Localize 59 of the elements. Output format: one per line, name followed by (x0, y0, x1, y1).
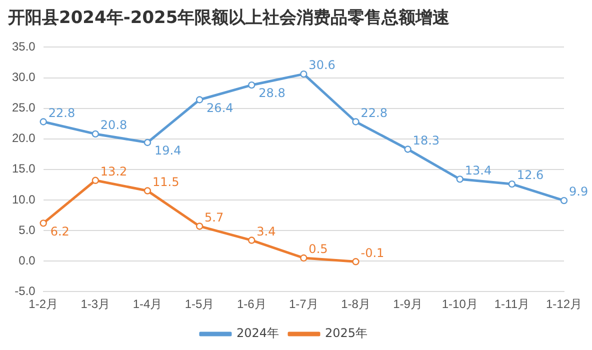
point (40, 220, 47, 227)
x-tick-label: 1-12月 (546, 297, 582, 312)
point (196, 96, 204, 104)
chart-title: 开阳县2024年-2025年限额以上社会消费品零售总额增速 (6, 7, 451, 30)
x-tick-label: 1-7月 (289, 297, 318, 312)
x-tick-label: 1-3月 (80, 297, 110, 312)
y-tick-label: 0.0 (18, 253, 36, 268)
point (248, 81, 256, 89)
point (144, 138, 152, 146)
point (144, 187, 152, 194)
data-label: 13.2 (100, 164, 128, 179)
point (560, 196, 568, 204)
legend-label: 2024年 (236, 326, 280, 340)
data-label: 30.6 (308, 58, 336, 72)
point (248, 236, 256, 244)
data-label: 5.7 (204, 210, 224, 224)
legend-label: 2025年 (325, 326, 368, 340)
data-label: 22.8 (360, 106, 388, 120)
y-tick-label: 10.0 (12, 192, 36, 206)
data-label: 19.4 (154, 144, 182, 158)
point (352, 118, 360, 126)
data-label: -0.1 (360, 246, 384, 260)
point (404, 146, 412, 153)
x-tick-label: 1-4月 (132, 297, 162, 312)
point (352, 258, 360, 266)
y-tick-label: 5.0 (18, 222, 36, 237)
point (508, 180, 516, 188)
data-label: 3.4 (256, 224, 276, 238)
data-label: 9.9 (569, 184, 588, 199)
point (92, 130, 100, 138)
y-tick-label: -5.0 (14, 284, 36, 298)
x-tick-label: 1-8月 (341, 297, 370, 312)
data-label: 13.4 (464, 163, 492, 178)
point (92, 176, 100, 184)
data-label: 28.8 (258, 86, 286, 100)
x-tick-label: 1-11月 (494, 297, 530, 312)
y-tick-label: 30.0 (12, 70, 36, 84)
y-tick-label: 15.0 (12, 162, 36, 176)
point (40, 118, 47, 126)
data-label: 12.6 (516, 168, 544, 182)
x-tick-label: 1-10月 (442, 297, 478, 312)
point (300, 254, 308, 262)
data-label: 6.2 (50, 224, 70, 238)
x-tick-label: 1-9月 (393, 297, 422, 312)
point (456, 176, 464, 183)
data-label: 20.8 (100, 118, 128, 132)
x-tick-label: 1-2月 (28, 297, 58, 312)
data-label: 18.3 (412, 133, 440, 148)
data-label: 22.8 (48, 106, 76, 120)
x-tick-label: 1-6月 (236, 297, 266, 312)
data-label: 0.5 (308, 242, 328, 256)
point (196, 222, 204, 230)
data-label: 26.4 (206, 100, 234, 115)
x-tick-label: 1-5月 (184, 297, 214, 312)
y-tick-label: 35.0 (12, 40, 36, 54)
y-tick-label: 20.0 (12, 131, 36, 146)
data-label: 11.5 (152, 174, 180, 189)
y-tick-label: 25.0 (12, 100, 36, 115)
point (300, 70, 308, 78)
